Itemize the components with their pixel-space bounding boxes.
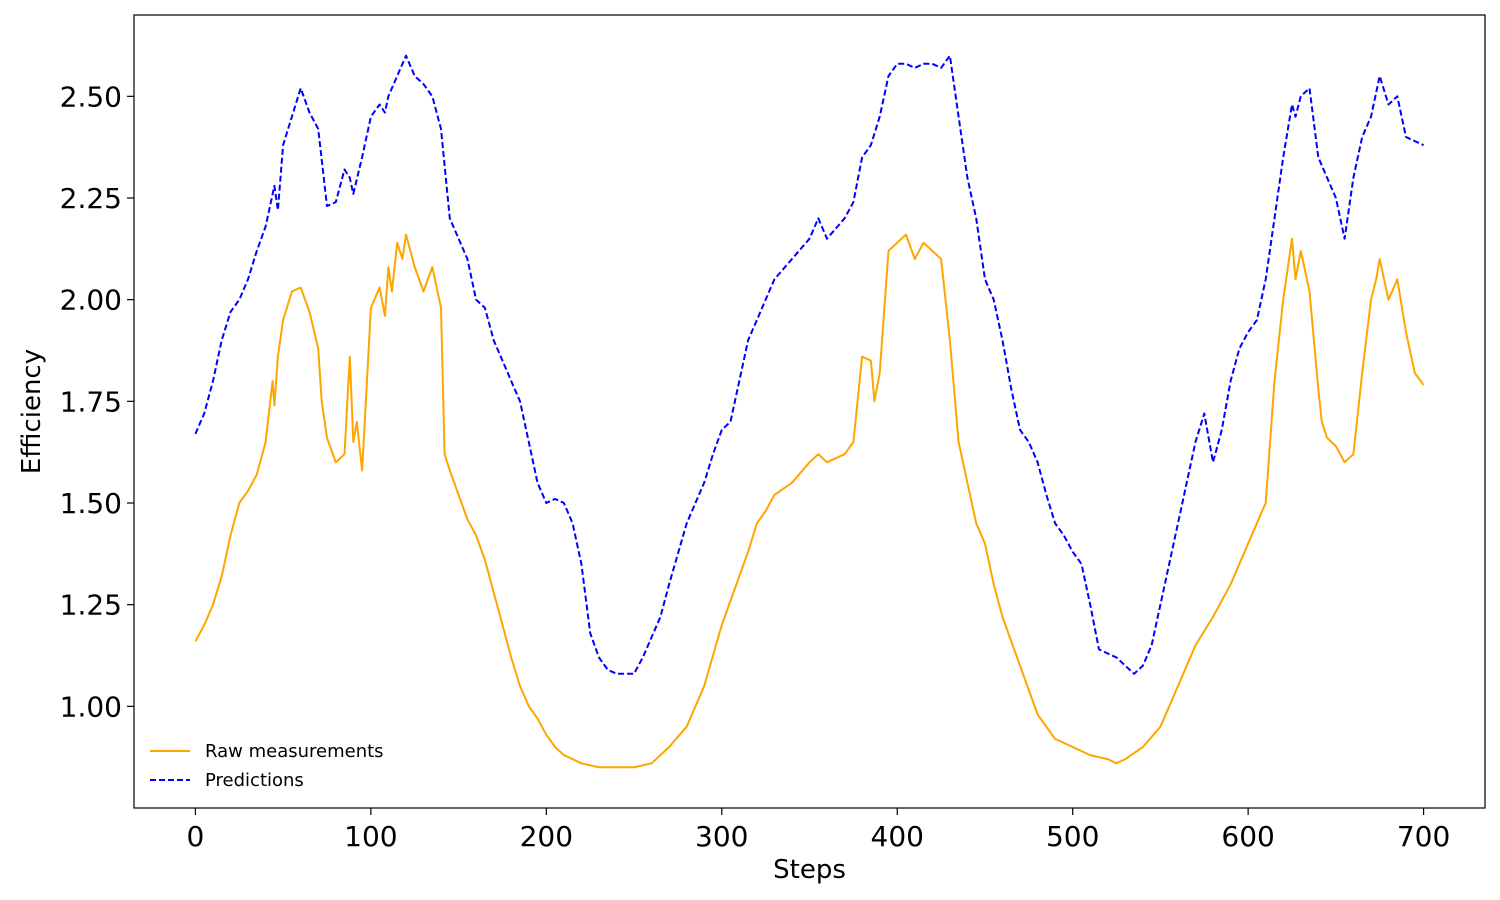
x-axis-label: Steps [773, 855, 846, 885]
y-tick-label: 2.00 [60, 284, 122, 317]
legend-label-1: Predictions [205, 770, 304, 791]
y-tick-label: 2.50 [60, 80, 122, 113]
y-axis-ticks: 1.00 1.25 1.50 1.75 2.00 2.25 2.50 [60, 80, 134, 723]
x-axis-ticks: 0 100 200 300 400 500 600 700 [186, 808, 1450, 853]
y-axis-label: Efficiency [17, 349, 47, 474]
x-tick-label: 300 [695, 820, 748, 853]
y-tick-label: 1.50 [60, 487, 122, 520]
y-tick-label: 1.00 [60, 690, 122, 723]
series-line-1 [194, 54, 1425, 675]
y-tick-label: 2.25 [60, 182, 122, 215]
x-tick-label: 0 [186, 820, 204, 853]
series-line-0 [194, 233, 1425, 769]
legend-label-0: Raw measurements [205, 741, 384, 762]
x-tick-label: 400 [871, 820, 924, 853]
x-tick-label: 100 [344, 820, 397, 853]
x-tick-label: 200 [520, 820, 573, 853]
plot-frame [133, 14, 1486, 809]
legend: Raw measurements Predictions [150, 741, 384, 791]
y-tick-label: 1.75 [60, 385, 122, 418]
x-tick-label: 700 [1397, 820, 1450, 853]
x-tick-label: 500 [1046, 820, 1099, 853]
x-tick-label: 600 [1221, 820, 1274, 853]
y-tick-label: 1.25 [60, 589, 122, 622]
series-layer [194, 54, 1425, 769]
